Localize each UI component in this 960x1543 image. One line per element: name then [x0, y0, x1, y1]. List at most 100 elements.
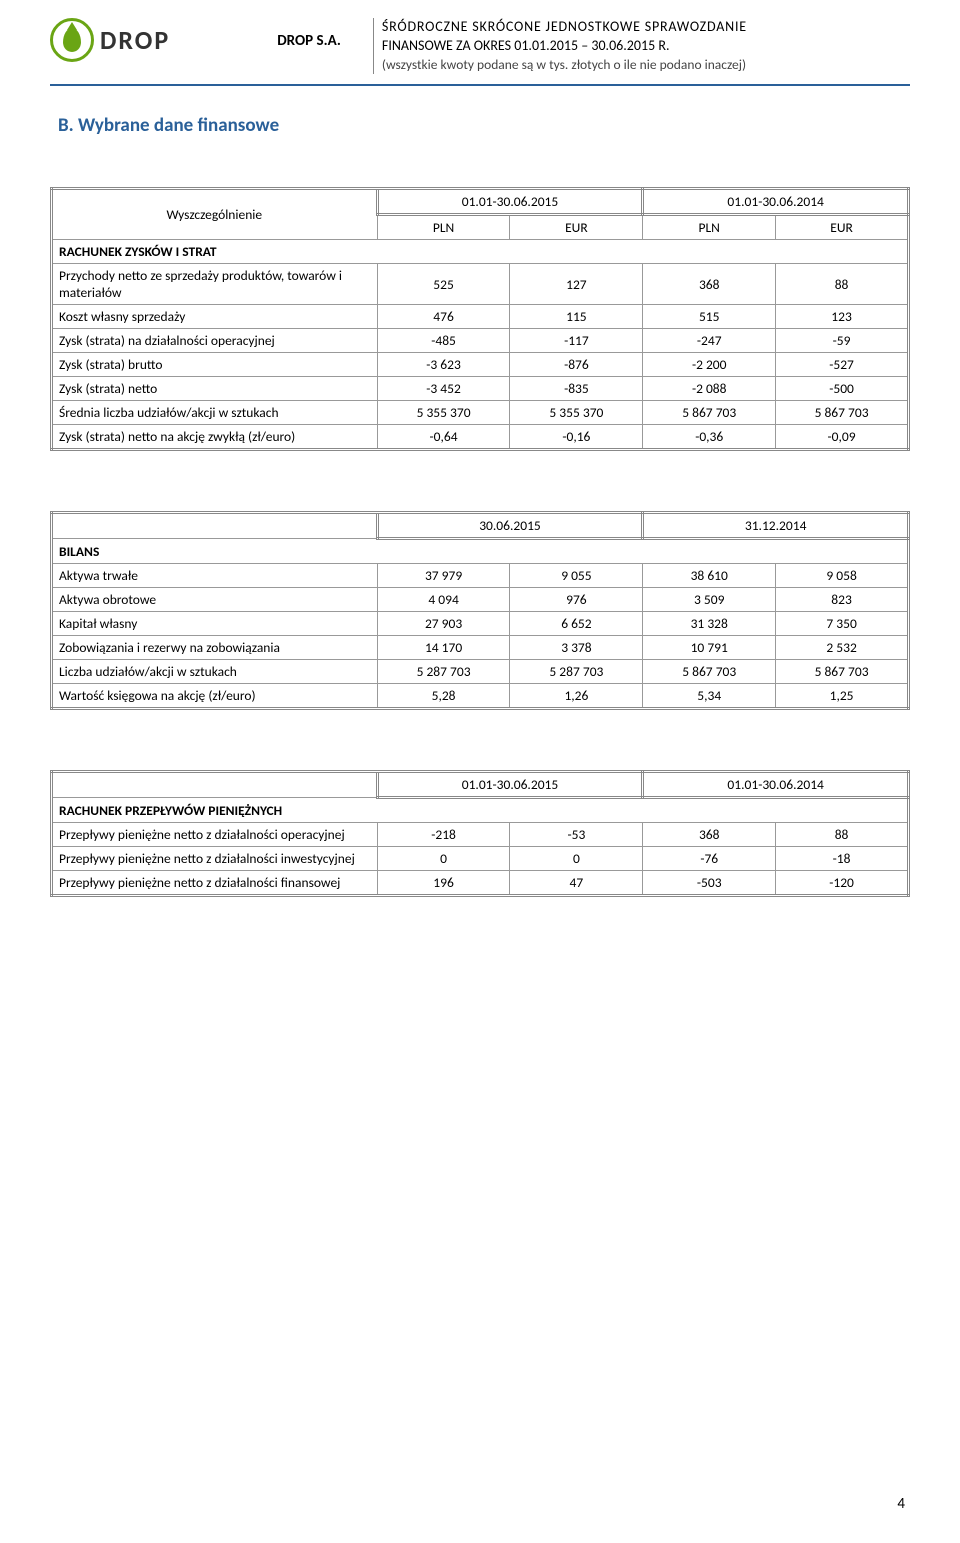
table-cash-flow: 01.01-30.06.2015 01.01-30.06.2014 RACHUN…: [50, 770, 910, 897]
cell: -59: [776, 329, 909, 353]
row-label: Zysk (strata) na działalności operacyjne…: [52, 329, 378, 353]
table-row: 30.06.2015 31.12.2014: [52, 513, 909, 539]
row-label: Koszt własny sprzedaży: [52, 305, 378, 329]
table-row: Kapitał własny 27 903 6 652 31 328 7 350: [52, 612, 909, 636]
cell: 9 058: [776, 564, 909, 588]
cell: 88: [776, 823, 909, 847]
header-line-2: FINANSOWE ZA OKRES 01.01.2015 – 30.06.20…: [382, 37, 910, 56]
table-balance-sheet: 30.06.2015 31.12.2014 BILANS Aktywa trwa…: [50, 511, 910, 710]
cell: 5,28: [377, 684, 510, 709]
cell: 5 867 703: [643, 660, 776, 684]
table-row: Średnia liczba udziałów/akcji w sztukach…: [52, 401, 909, 425]
table-row: Koszt własny sprzedaży 476 115 515 123: [52, 305, 909, 329]
table-row: Zobowiązania i rezerwy na zobowiązania 1…: [52, 636, 909, 660]
period-header: 01.01-30.06.2015: [377, 772, 643, 798]
cell: 47: [510, 871, 643, 896]
row-label: Przychody netto ze sprzedaży produktów, …: [52, 264, 378, 305]
table-row: Przepływy pieniężne netto z działalności…: [52, 871, 909, 896]
sub-header: PLN: [377, 215, 510, 240]
row-label: Przepływy pieniężne netto z działalności…: [52, 871, 378, 896]
cell: 123: [776, 305, 909, 329]
period-header: 01.01-30.06.2014: [643, 772, 909, 798]
cell: 1,25: [776, 684, 909, 709]
section-title: B. Wybrane dane finansowe: [58, 114, 910, 137]
table-row: Przepływy pieniężne netto z działalności…: [52, 823, 909, 847]
cell: -0,36: [643, 425, 776, 450]
cell: 368: [643, 823, 776, 847]
company-name: DROP S.A.: [277, 32, 341, 50]
table-row: Aktywa trwałe 37 979 9 055 38 610 9 058: [52, 564, 909, 588]
logo: DROP: [50, 18, 170, 62]
cell: 31 328: [643, 612, 776, 636]
cell: 115: [510, 305, 643, 329]
table-row: 01.01-30.06.2015 01.01-30.06.2014: [52, 772, 909, 798]
divider: [50, 84, 910, 86]
cell: -3 452: [377, 377, 510, 401]
row-label: Zysk (strata) netto: [52, 377, 378, 401]
header-line-1: ŚRÓDROCZNE SKRÓCONE JEDNOSTKOWE SPRAWOZD…: [382, 18, 910, 37]
table-row: Wyszczególnienie 01.01-30.06.2015 01.01-…: [52, 189, 909, 215]
cell: 196: [377, 871, 510, 896]
table-row: RACHUNEK ZYSKÓW I STRAT: [52, 240, 909, 264]
table-row: Zysk (strata) brutto -3 623 -876 -2 200 …: [52, 353, 909, 377]
cell: -218: [377, 823, 510, 847]
empty-corner: [52, 513, 378, 539]
table-row: Przepływy pieniężne netto z działalności…: [52, 847, 909, 871]
cell: -527: [776, 353, 909, 377]
cell: 515: [643, 305, 776, 329]
section-label: BILANS: [52, 539, 909, 564]
cell: -503: [643, 871, 776, 896]
row-label: Zobowiązania i rezerwy na zobowiązania: [52, 636, 378, 660]
cell: 5 867 703: [776, 660, 909, 684]
cell: 5 287 703: [510, 660, 643, 684]
table-row: Przychody netto ze sprzedaży produktów, …: [52, 264, 909, 305]
cell: 5 287 703: [377, 660, 510, 684]
cell: -117: [510, 329, 643, 353]
cell: 6 652: [510, 612, 643, 636]
row-label: Zysk (strata) netto na akcję zwykłą (zł/…: [52, 425, 378, 450]
cell: -485: [377, 329, 510, 353]
cell: -2 200: [643, 353, 776, 377]
cell: 2 532: [776, 636, 909, 660]
cell: -835: [510, 377, 643, 401]
cell: 5 355 370: [377, 401, 510, 425]
row-label: Aktywa obrotowe: [52, 588, 378, 612]
table-row: Liczba udziałów/akcji w sztukach 5 287 7…: [52, 660, 909, 684]
row-label: Wartość księgowa na akcję (zł/euro): [52, 684, 378, 709]
cell: 823: [776, 588, 909, 612]
cell: 0: [377, 847, 510, 871]
row-label: Liczba udziałów/akcji w sztukach: [52, 660, 378, 684]
cell: 976: [510, 588, 643, 612]
row-label: Przepływy pieniężne netto z działalności…: [52, 847, 378, 871]
section-label: RACHUNEK PRZEPŁYWÓW PIENIĘŻNYCH: [52, 798, 909, 823]
cell: -3 623: [377, 353, 510, 377]
cell: -120: [776, 871, 909, 896]
logo-text: DROP: [100, 24, 170, 56]
period-header: 31.12.2014: [643, 513, 909, 539]
cell: 14 170: [377, 636, 510, 660]
row-label: Przepływy pieniężne netto z działalności…: [52, 823, 378, 847]
row-label: Średnia liczba udziałów/akcji w sztukach: [52, 401, 378, 425]
cell: 9 055: [510, 564, 643, 588]
cell: 5 355 370: [510, 401, 643, 425]
table-row: Zysk (strata) netto na akcję zwykłą (zł/…: [52, 425, 909, 450]
period-header: 30.06.2015: [377, 513, 643, 539]
row-label: Zysk (strata) brutto: [52, 353, 378, 377]
cell: -76: [643, 847, 776, 871]
cell: -0,09: [776, 425, 909, 450]
cell: 27 903: [377, 612, 510, 636]
header-description: ŚRÓDROCZNE SKRÓCONE JEDNOSTKOWE SPRAWOZD…: [373, 18, 910, 74]
cell: 3 378: [510, 636, 643, 660]
cell: 4 094: [377, 588, 510, 612]
cell: 3 509: [643, 588, 776, 612]
cell: 476: [377, 305, 510, 329]
logo-icon: [50, 18, 94, 62]
period-header: 01.01-30.06.2015: [377, 189, 643, 215]
cell: -247: [643, 329, 776, 353]
cell: 38 610: [643, 564, 776, 588]
table-row: Wartość księgowa na akcję (zł/euro) 5,28…: [52, 684, 909, 709]
row-label: Aktywa trwałe: [52, 564, 378, 588]
cell: -53: [510, 823, 643, 847]
cell: -876: [510, 353, 643, 377]
cell: 37 979: [377, 564, 510, 588]
